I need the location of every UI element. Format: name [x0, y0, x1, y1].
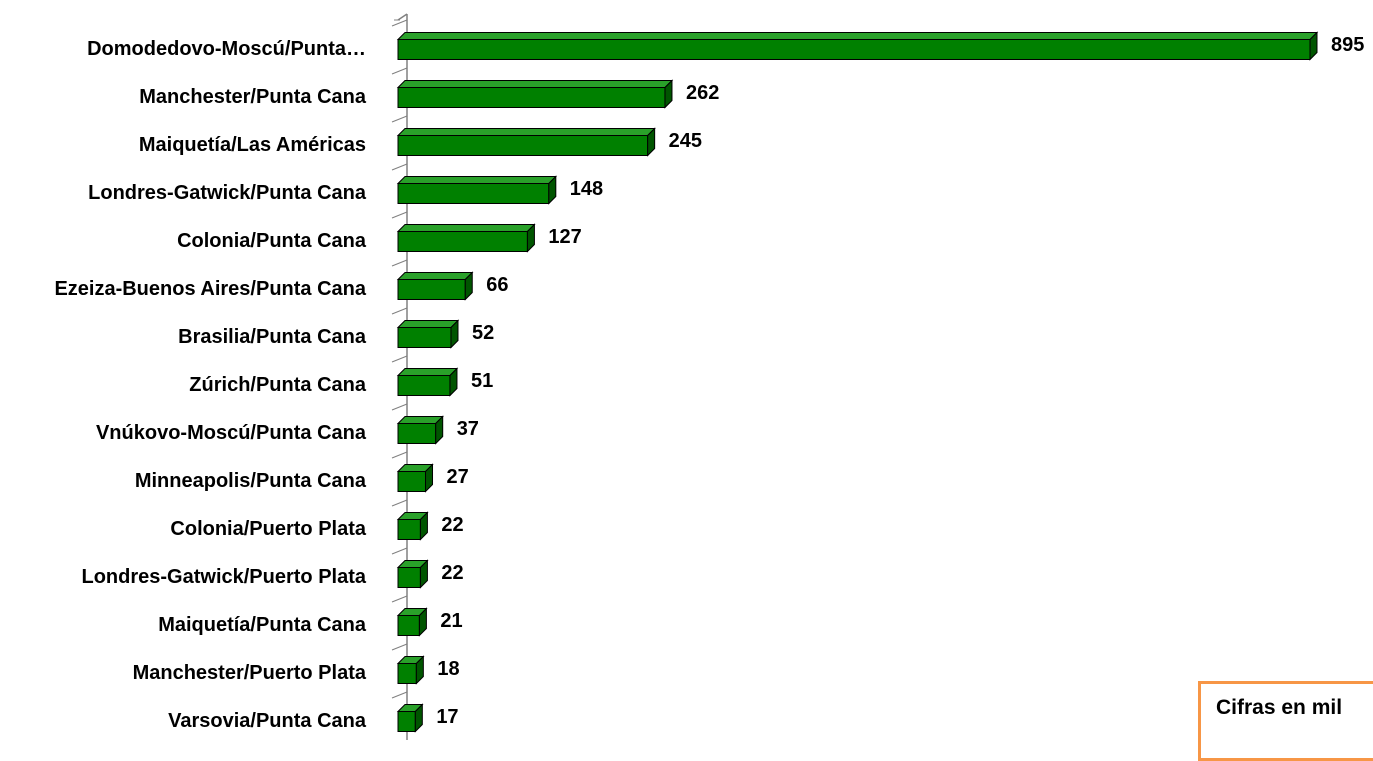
- bar-front: [397, 471, 427, 492]
- data-label: 22: [441, 514, 463, 536]
- y-axis-tick: [391, 403, 408, 411]
- bar-front: [397, 327, 452, 348]
- bar-front: [397, 423, 437, 444]
- bar-chart-svg: Domodedovo-Moscú/Punta… 895 Manchester/Pun…: [54, 13, 1364, 740]
- bar-front: [397, 663, 417, 684]
- bar-side: [450, 319, 459, 349]
- data-label: 27: [447, 466, 469, 488]
- y-axis-top-depth: [397, 13, 408, 21]
- category-label: Manchester/Puerto Plata: [133, 662, 367, 684]
- bar-front: [397, 519, 421, 540]
- bar-front: [397, 615, 420, 636]
- bar-front: [397, 183, 550, 204]
- data-label: 127: [548, 226, 581, 248]
- bar-front: [397, 135, 649, 156]
- data-label: 37: [457, 418, 479, 440]
- y-axis-tick: [391, 163, 408, 171]
- y-axis-tick: [391, 499, 408, 507]
- chart: Domodedovo-Moscú/Punta… 895 Manchester/Pun…: [54, 13, 1373, 761]
- bar-side: [526, 223, 535, 253]
- category-label: Brasilia/Punta Cana: [178, 326, 367, 348]
- y-axis-tick: [391, 115, 408, 123]
- category-label: Vnúkovo-Moscú/Punta Cana: [96, 422, 367, 444]
- category-label: Londres-Gatwick/Puerto Plata: [81, 566, 366, 588]
- units-note-box: Cifras en mil: [1198, 681, 1373, 761]
- category-label: Varsovia/Punta Cana: [168, 710, 367, 732]
- data-label: 51: [471, 370, 493, 392]
- bar-side: [1309, 31, 1318, 61]
- y-axis-tick: [391, 19, 408, 27]
- bar-side: [548, 175, 557, 205]
- y-axis-tick: [391, 643, 408, 651]
- bar-top: [396, 368, 459, 376]
- bar-front: [397, 87, 666, 108]
- y-axis-tick: [391, 547, 408, 555]
- y-axis-tick: [391, 211, 408, 219]
- data-label: 17: [436, 706, 458, 728]
- bar-front: [397, 567, 421, 588]
- y-axis-tick: [391, 451, 408, 459]
- bar-side: [419, 511, 428, 541]
- bar-side: [414, 703, 423, 733]
- bar-top: [396, 272, 474, 280]
- bar-front: [397, 711, 416, 732]
- data-label: 22: [441, 562, 463, 584]
- bar-side: [418, 607, 427, 637]
- data-label: 245: [669, 130, 702, 152]
- bar-top: [396, 320, 460, 328]
- y-axis-tick: [391, 259, 408, 267]
- bar-side: [435, 415, 444, 445]
- bar-side: [425, 463, 434, 493]
- data-label: 262: [686, 82, 719, 104]
- data-label: 895: [1331, 34, 1364, 56]
- bar-side: [449, 367, 458, 397]
- category-label: Minneapolis/Punta Cana: [135, 470, 367, 492]
- category-label: Zúrich/Punta Cana: [189, 374, 367, 396]
- bar-top: [396, 80, 674, 88]
- bar-top: [396, 224, 536, 232]
- bar-top: [396, 32, 1319, 40]
- bar-side: [464, 271, 473, 301]
- bar-front: [397, 279, 466, 300]
- y-axis-tick: [391, 691, 408, 699]
- bar-side: [664, 79, 673, 109]
- data-label: 66: [486, 274, 508, 296]
- bar-front: [397, 375, 451, 396]
- y-axis-tick: [391, 595, 408, 603]
- y-axis-tick: [391, 355, 408, 363]
- category-label: Domodedovo-Moscú/Punta…: [87, 38, 366, 60]
- y-axis-tick: [391, 307, 408, 315]
- bar-front: [397, 231, 528, 252]
- bar-side: [647, 127, 656, 157]
- category-label: Maiquetía/Las Américas: [139, 134, 366, 156]
- category-label: Colonia/Punta Cana: [177, 230, 367, 252]
- category-label: Manchester/Punta Cana: [139, 86, 367, 108]
- y-axis-tick: [391, 67, 408, 75]
- units-note-text: Cifras en mil: [1216, 696, 1343, 719]
- bar-top: [396, 176, 558, 184]
- bar-side: [415, 655, 424, 685]
- data-label: 52: [472, 322, 494, 344]
- category-label: Colonia/Puerto Plata: [170, 518, 366, 540]
- bar-top: [396, 416, 444, 424]
- bar-front: [397, 39, 1311, 60]
- data-label: 21: [440, 610, 462, 632]
- data-label: 18: [437, 658, 459, 680]
- category-label: Londres-Gatwick/Punta Cana: [88, 182, 367, 204]
- data-label: 148: [570, 178, 603, 200]
- category-label: Ezeiza-Buenos Aires/Punta Cana: [54, 278, 366, 300]
- category-label: Maiquetía/Punta Cana: [158, 614, 367, 636]
- bar-top: [396, 128, 656, 136]
- bar-side: [419, 559, 428, 589]
